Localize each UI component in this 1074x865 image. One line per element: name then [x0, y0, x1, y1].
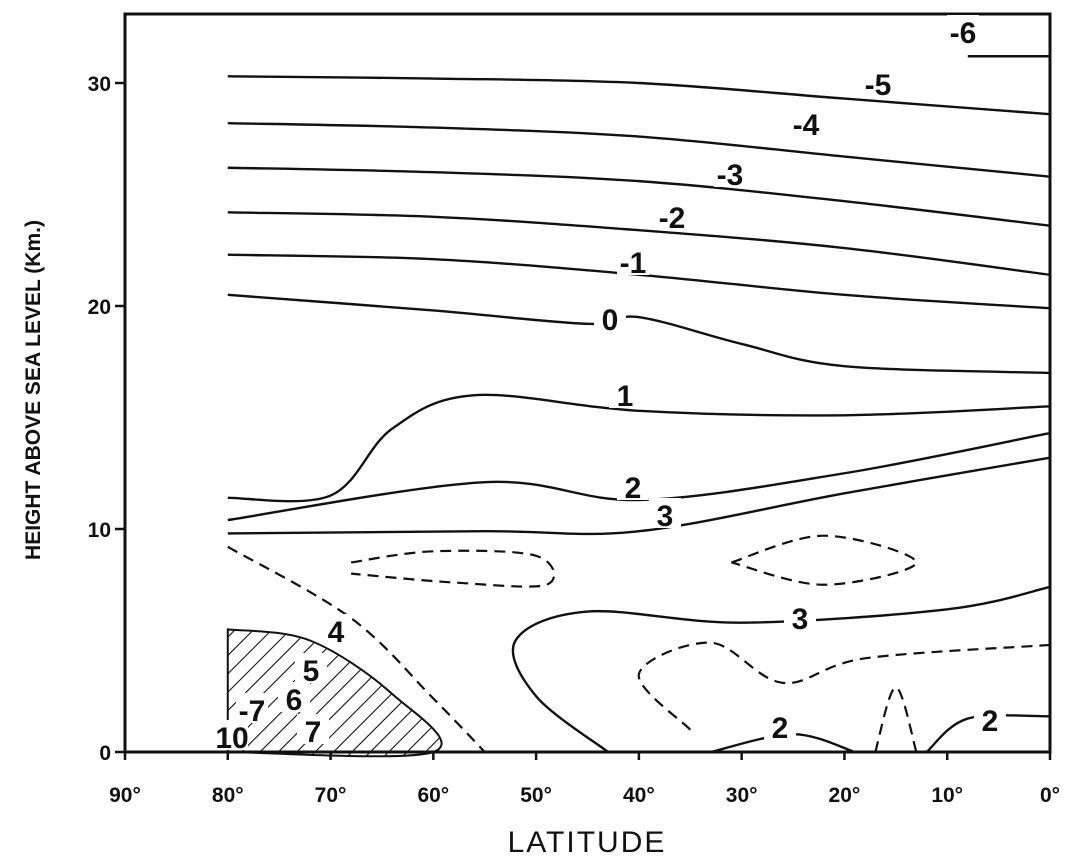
- x-tick-label: 0°: [1040, 784, 1060, 807]
- contour-line-neg5-1: [227, 75, 1051, 116]
- contour-label: -2: [659, 202, 686, 235]
- x-tick-label: 40°: [623, 784, 655, 807]
- contour-label: -1: [620, 247, 647, 280]
- contour-label-backing: [236, 693, 268, 723]
- contour-label-backing: [594, 302, 626, 332]
- y-tick-label: 10: [88, 519, 111, 542]
- x-tick-label: 50°: [520, 784, 552, 807]
- x-tick-label: 60°: [417, 784, 449, 807]
- contour-label-backing: [216, 720, 248, 750]
- x-axis-ticks: 90° 80° 70° 60° 50° 40° 30° 20° 10° 0°: [109, 752, 1060, 807]
- contour-label-backing: [609, 378, 641, 408]
- contour-line-2-8: [227, 431, 1051, 522]
- x-tick-label: 10°: [931, 784, 963, 807]
- contour-label: -3: [717, 159, 744, 192]
- contour-line-dashed-15: [731, 534, 918, 586]
- x-tick-label: 90°: [109, 784, 141, 807]
- contour-label-backing: [617, 470, 649, 500]
- contour-label: 4: [328, 616, 345, 649]
- contour-label-backing: [714, 157, 746, 187]
- contour-line-2-12: [925, 714, 1051, 753]
- y-axis-title: HEIGHT ABOVE SEA LEVEL (Km.): [22, 220, 45, 560]
- contour-line-3-10: [511, 585, 1051, 753]
- x-axis-title: LATITUDE: [508, 826, 667, 859]
- x-tick-label: 20°: [829, 784, 861, 807]
- y-tick-label: 0: [99, 742, 111, 765]
- contour-label-backing: [947, 15, 979, 45]
- contour-label: -6: [950, 17, 977, 50]
- contour-label-backing: [617, 245, 649, 275]
- contour-line-0-6: [227, 293, 1051, 375]
- contour-label-backing: [974, 703, 1006, 733]
- contour-label: 1: [617, 380, 634, 413]
- contour-label-backing: [649, 498, 681, 528]
- contour-line-dashed-13: [227, 545, 486, 753]
- contour-label: 2: [982, 705, 999, 738]
- contour-label: 10: [215, 722, 248, 755]
- contour-line-neg2-4: [227, 211, 1051, 276]
- contour-line-neg3-3: [227, 166, 1051, 227]
- contour-line-dashed-14: [350, 549, 556, 588]
- contour-lines-layer: [227, 55, 1051, 754]
- contour-label-backing: [320, 614, 352, 644]
- contour-line-dashed-17: [874, 686, 918, 753]
- contour-label: 6: [286, 684, 303, 717]
- contour-line-dashed-16: [637, 641, 1051, 731]
- contour-label-backing: [295, 653, 327, 683]
- x-tick-label: 80°: [212, 784, 244, 807]
- contour-label: 0: [602, 304, 619, 337]
- contour-label-backing: [278, 682, 310, 712]
- contour-label-backing: [862, 67, 894, 97]
- contour-label-backing: [297, 714, 329, 744]
- contour-label: -4: [793, 109, 820, 142]
- x-tick-label: 70°: [315, 784, 347, 807]
- contour-label: 2: [625, 472, 642, 505]
- contour-line-3-9: [227, 456, 1051, 536]
- x-tick-label: 30°: [726, 784, 758, 807]
- y-axis-ticks: 0 10 20 30: [88, 73, 125, 765]
- contour-label: 2: [772, 712, 789, 745]
- contour-label: -5: [865, 69, 892, 102]
- contour-label: 5: [303, 655, 320, 688]
- hatched-region: [226, 628, 443, 758]
- contour-label-backing: [656, 200, 688, 230]
- contour-label: 3: [657, 500, 674, 533]
- contour-label-backing: [784, 601, 816, 631]
- contour-label: 3: [792, 603, 809, 636]
- contour-label-backing: [764, 710, 796, 740]
- plot-frame: [123, 12, 1052, 754]
- y-tick-label: 30: [88, 73, 111, 96]
- contour-line-1-7: [227, 393, 1051, 503]
- contour-line-neg4-2: [227, 121, 1051, 178]
- contour-label: 7: [305, 716, 322, 749]
- hatched-region-layer: [226, 628, 443, 758]
- y-tick-label: 20: [88, 296, 111, 319]
- contour-label-backing: [790, 107, 822, 137]
